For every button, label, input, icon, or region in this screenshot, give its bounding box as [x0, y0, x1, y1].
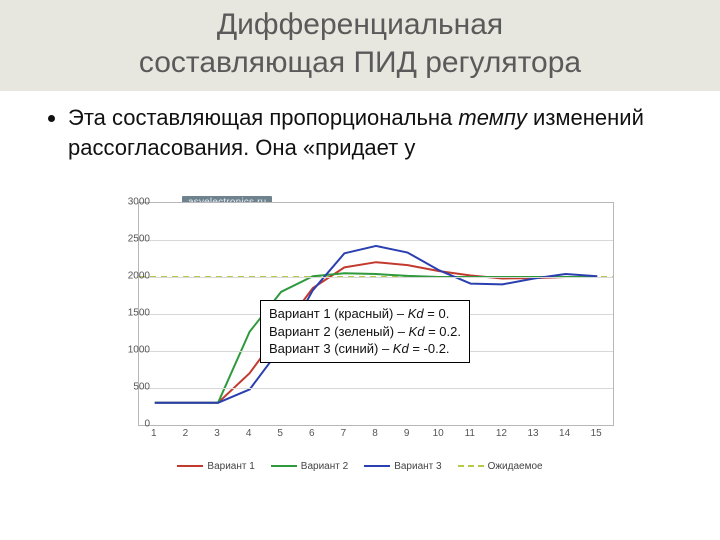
title-line-1: Дифференциальная: [40, 6, 680, 44]
chart-info-box: Вариант 1 (красный) – Kd = 0.Вариант 2 (…: [260, 300, 470, 363]
x-axis-label: 1: [151, 428, 157, 439]
y-axis-label: 1000: [110, 345, 150, 356]
x-axis-label: 13: [527, 428, 538, 439]
bullet-1: Эта составляющая пропорциональна темпу и…: [68, 103, 672, 162]
y-axis-label: 2500: [110, 234, 150, 245]
legend-item: Вариант 1: [177, 461, 254, 472]
body-text: Эта составляющая пропорциональна темпу и…: [0, 91, 720, 162]
legend-label: Ожидаемое: [488, 461, 543, 472]
x-axis-label: 2: [183, 428, 189, 439]
x-axis-label: 6: [309, 428, 315, 439]
legend-swatch: [458, 465, 484, 467]
x-axis-label: 14: [559, 428, 570, 439]
legend-label: Вариант 2: [301, 461, 348, 472]
legend-item: Вариант 2: [271, 461, 348, 472]
legend-label: Вариант 3: [394, 461, 441, 472]
legend-label: Вариант 1: [207, 461, 254, 472]
x-axis-label: 12: [496, 428, 507, 439]
legend-swatch: [271, 465, 297, 467]
legend-item: Ожидаемое: [458, 461, 543, 472]
para-pre: Эта составляющая пропорциональна: [68, 105, 458, 130]
x-axis-label: 8: [372, 428, 378, 439]
x-axis-label: 10: [433, 428, 444, 439]
x-axis-label: 7: [341, 428, 347, 439]
y-axis-label: 500: [110, 382, 150, 393]
y-axis-label: 0: [110, 419, 150, 430]
chart-legend: Вариант 1 Вариант 2 Вариант 3 Ожидаемое: [90, 456, 630, 476]
info-box-line: Вариант 3 (синий) – Kd = -0.2.: [269, 340, 461, 358]
x-axis-label: 15: [591, 428, 602, 439]
gridline: [139, 388, 613, 389]
gridline: [139, 277, 613, 278]
x-axis-label: 3: [214, 428, 220, 439]
y-axis-label: 3000: [110, 197, 150, 208]
y-axis-label: 1500: [110, 308, 150, 319]
x-axis-label: 11: [465, 428, 475, 439]
legend-swatch: [364, 465, 390, 467]
x-axis-label: 5: [277, 428, 283, 439]
info-box-line: Вариант 2 (зеленый) – Kd = 0.2.: [269, 323, 461, 341]
gridline: [139, 240, 613, 241]
slide-title: Дифференциальная составляющая ПИД регуля…: [0, 0, 720, 91]
title-line-2: составляющая ПИД регулятора: [40, 44, 680, 82]
y-axis-label: 2000: [110, 271, 150, 282]
legend-swatch: [177, 465, 203, 467]
para-emph: темпу: [458, 105, 527, 130]
info-box-line: Вариант 1 (красный) – Kd = 0.: [269, 305, 461, 323]
x-axis-label: 9: [404, 428, 410, 439]
legend-item: Вариант 3: [364, 461, 441, 472]
x-axis-label: 4: [246, 428, 252, 439]
